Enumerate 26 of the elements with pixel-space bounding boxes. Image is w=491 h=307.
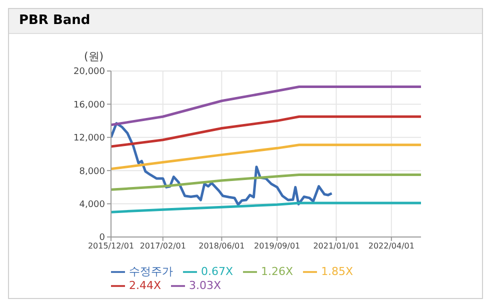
y-axis-title: (원): [84, 49, 104, 64]
y-tick-label: 20,000: [74, 67, 106, 78]
legend-label: 1.85X: [321, 264, 354, 278]
line-series: [111, 173, 421, 191]
legend-label: 3.03X: [189, 279, 222, 292]
legend-label: 수정주가: [129, 264, 173, 278]
y-tick-label: 16,000: [74, 100, 106, 110]
y-tick-label: 0: [99, 233, 106, 244]
line-series: [111, 86, 421, 126]
legend-label: 2.44X: [129, 279, 162, 292]
line-series: [111, 115, 421, 148]
line-series: [111, 202, 421, 214]
x-tick-label: 2017/02/01: [140, 242, 186, 251]
y-tick-label: 8,000: [79, 166, 106, 177]
x-tick-label: 2018/06/01: [198, 242, 245, 251]
x-tick-label: 2015/12/01: [88, 242, 134, 251]
line-series: [111, 144, 421, 170]
chart-title: PBR Band: [9, 9, 482, 34]
x-tick-label: 2019/09/01: [254, 242, 300, 251]
x-tick-label: 2021/01/01: [313, 242, 360, 251]
legend-label: 0.67X: [201, 264, 234, 278]
x-tick-label: 2022/04/01: [368, 242, 414, 251]
y-tick-label: 4,000: [79, 200, 106, 210]
y-tick-label: 12,000: [74, 134, 106, 144]
legend-label: 1.26X: [261, 264, 294, 278]
line-series: [111, 122, 334, 206]
